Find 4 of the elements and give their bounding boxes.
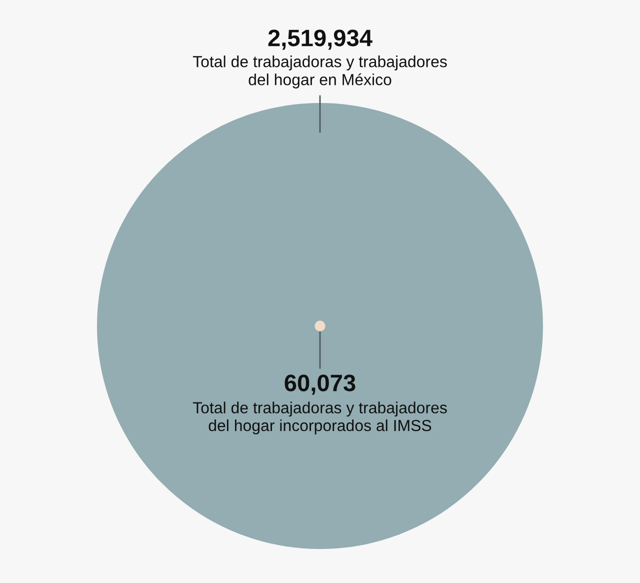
data-label: 60,073 bbox=[284, 374, 356, 395]
data-label: 2,519,934 bbox=[268, 30, 372, 50]
category-label: Total de trabajadoras y trabajadores del hogar incorporados al IMSS bbox=[192, 402, 447, 434]
category-label: Total de trabajadoras y trabajadores del hogar en México bbox=[192, 56, 447, 88]
